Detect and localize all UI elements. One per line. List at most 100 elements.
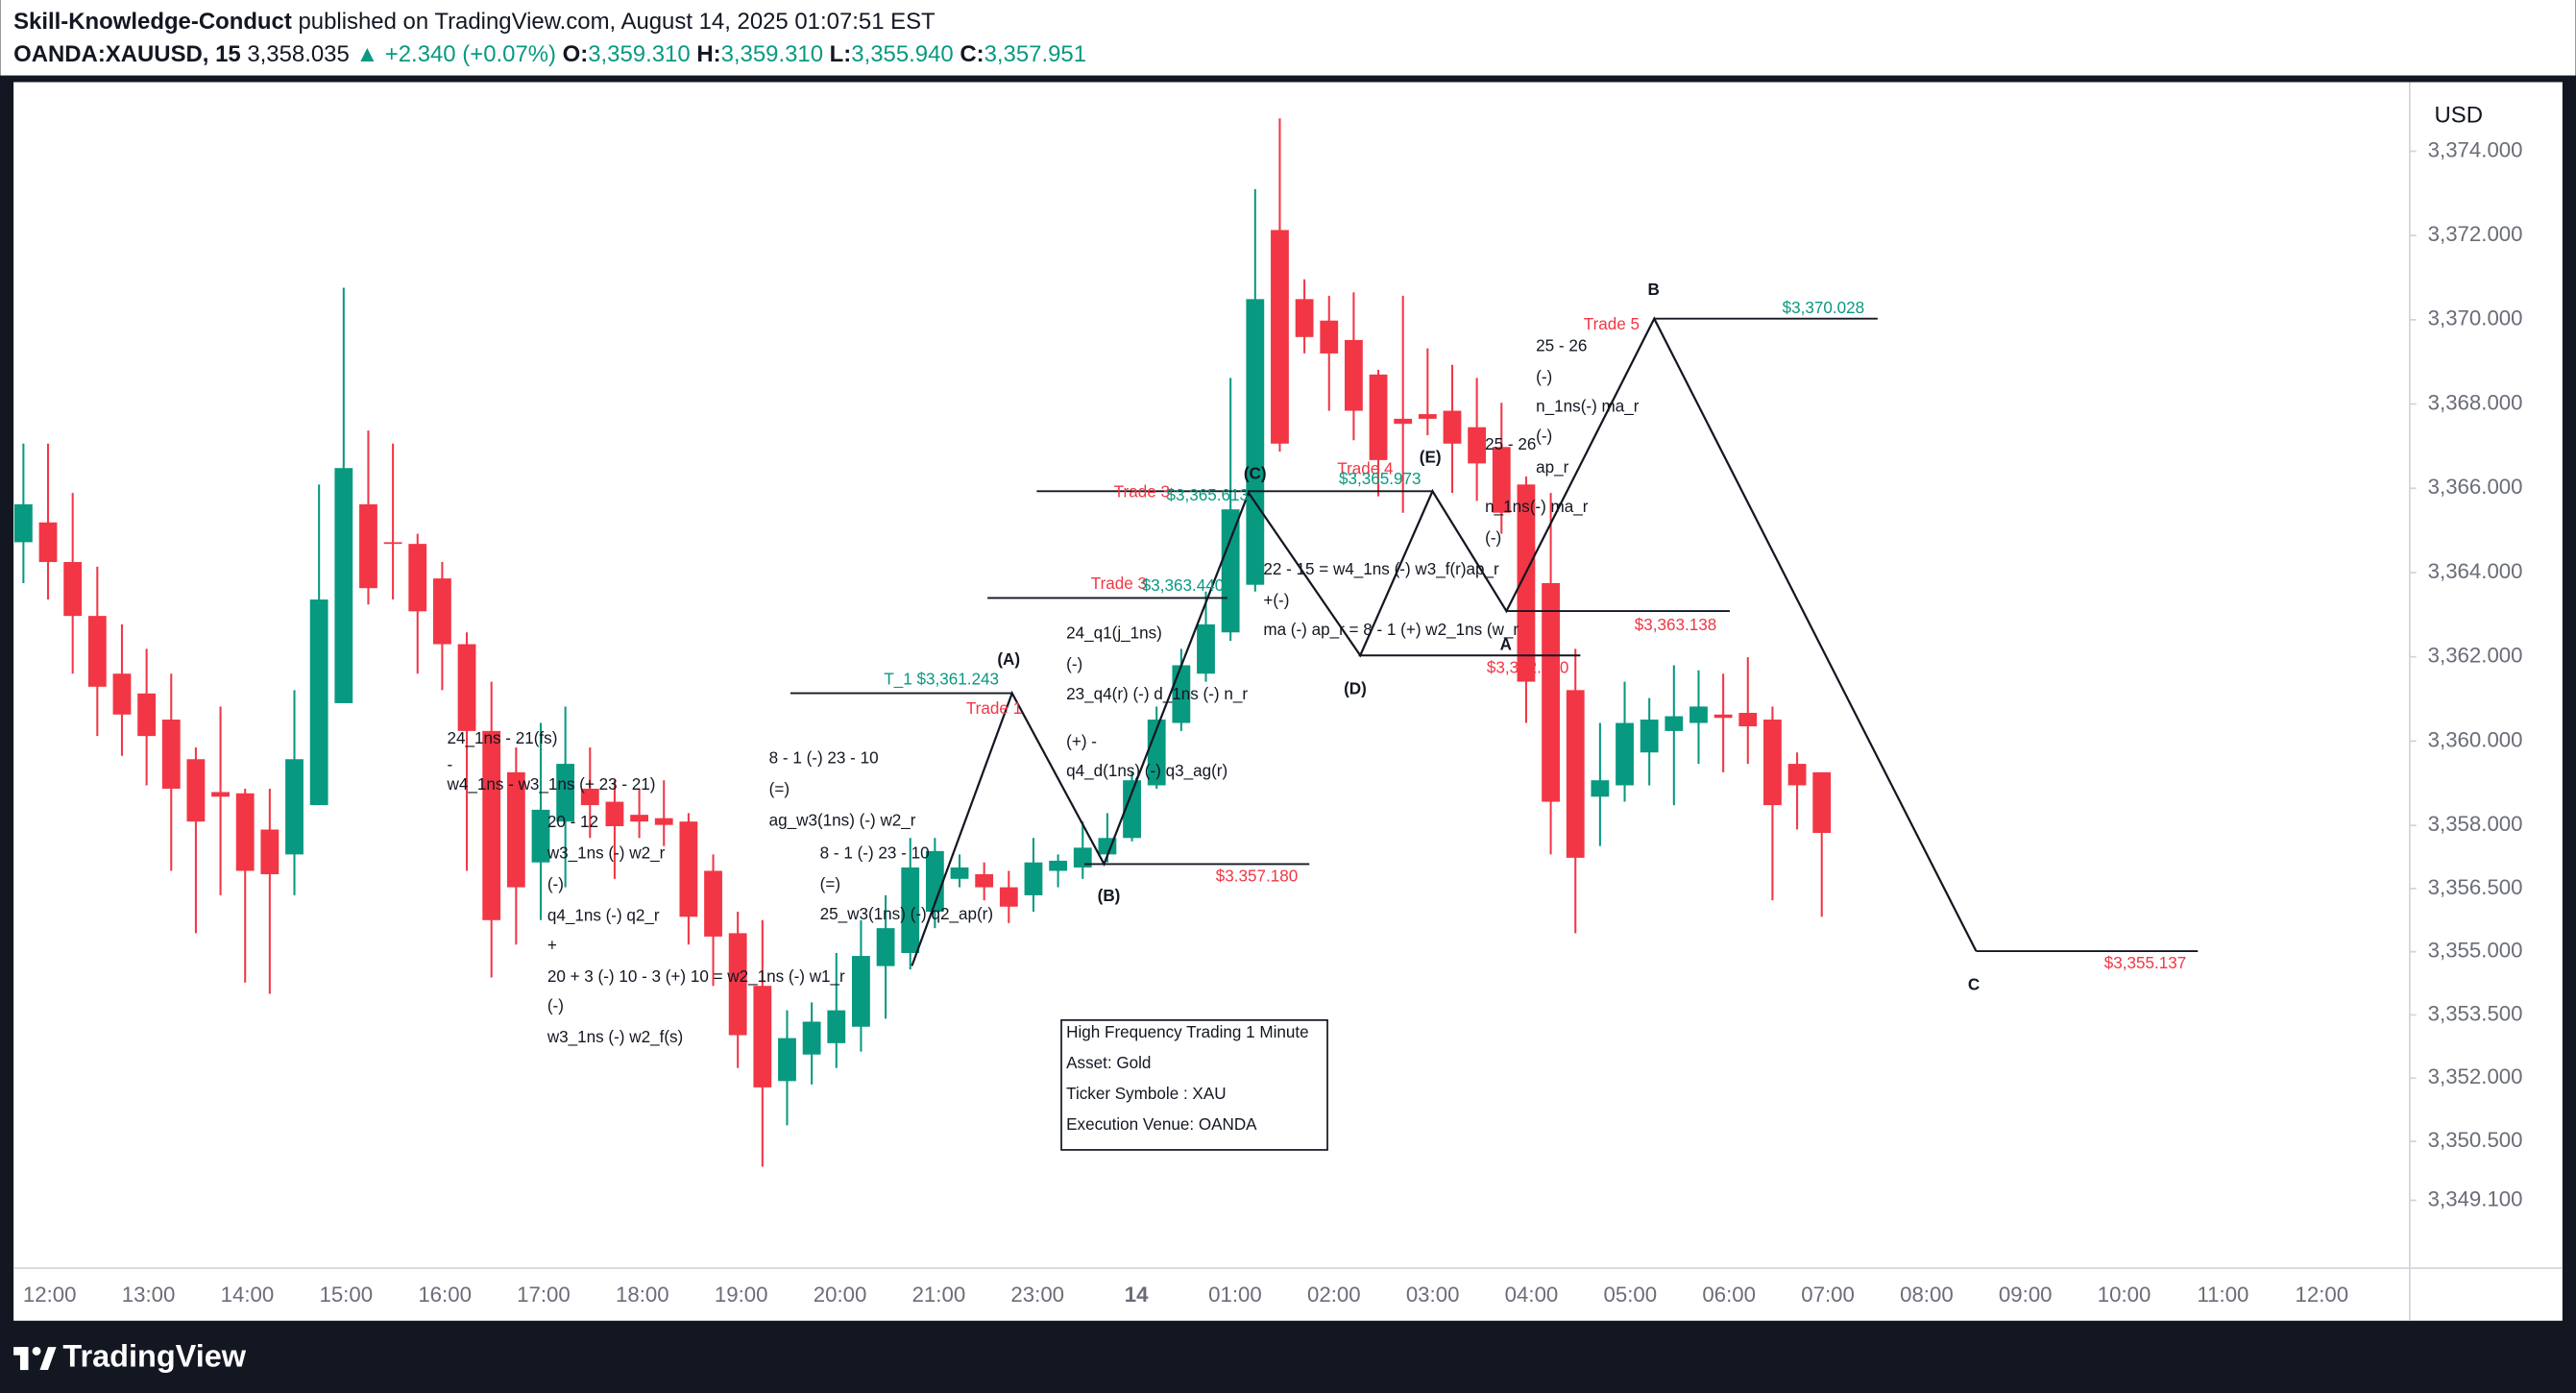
x-tick-label: 14: [1125, 1283, 1149, 1307]
candle-body: [1024, 862, 1043, 895]
annotation: 24_q1(j_1ns): [1066, 624, 1162, 643]
annotation: 25_w3(1ns) (-) q2_ap(r): [820, 905, 993, 923]
annotation: $3,370.028: [1783, 299, 1864, 317]
candles: [13, 118, 1832, 1167]
candle-body: [1763, 720, 1782, 806]
x-tick-label: 21:00: [912, 1283, 966, 1307]
y-tick-label: 3,364.000: [2428, 559, 2523, 583]
candle-body: [605, 801, 624, 826]
annotation: $3,365.613: [1166, 486, 1248, 504]
candle-body: [876, 928, 895, 966]
annotation: w3_1ns (-) w2_f(s): [547, 1028, 683, 1046]
x-tick-label: 04:00: [1505, 1283, 1559, 1307]
annotation: $3,363.440: [1142, 576, 1224, 595]
x-tick-label: 19:00: [715, 1283, 768, 1307]
annotation: q4_d(1ns) (-) q3_ag(r): [1066, 762, 1227, 780]
candle-body: [1246, 299, 1265, 585]
candle-body: [161, 720, 181, 789]
annotation: q4_1ns (-) q2_r: [547, 907, 660, 925]
symbol[interactable]: OANDA:XAUUSD, 15: [13, 41, 241, 67]
logo-shape: [32, 1346, 41, 1356]
candle-body: [925, 850, 944, 913]
annotation: 20 + 3 (-) 10 - 3 (+) 10 = w2_1ns (-) w1…: [547, 967, 845, 986]
candle-body: [432, 578, 451, 645]
candle-body: [1665, 716, 1684, 731]
candle-body: [1320, 320, 1339, 354]
annotation: (E): [1420, 449, 1442, 467]
candle-body: [1566, 690, 1585, 858]
candle-body: [580, 788, 599, 806]
annotation: n_1ns(-) ma_r: [1485, 498, 1589, 516]
info-line: Execution Venue: OANDA: [1066, 1115, 1257, 1134]
annotation: (B): [1098, 887, 1121, 905]
candle-body: [1812, 771, 1832, 834]
x-tick-label: 07:00: [1801, 1283, 1855, 1307]
candle-body: [1468, 427, 1487, 464]
candle-body: [383, 542, 402, 545]
x-tick-label: 11:00: [2197, 1283, 2248, 1307]
logo-shape: [19, 1347, 29, 1371]
annotation: 25 - 26: [1536, 336, 1587, 354]
candle-body: [1147, 720, 1166, 786]
x-tick-label: 09:00: [1999, 1283, 2053, 1307]
annotation: (-): [1066, 655, 1082, 673]
y-tick-label: 3,355.000: [2428, 939, 2523, 963]
candle-body: [1640, 720, 1659, 753]
x-tick-label: 01:00: [1208, 1283, 1262, 1307]
annotation: 8 - 1 (-) 23 - 10: [820, 844, 930, 863]
info-box: High Frequency Trading 1 Minute Asset: Go…: [1060, 1018, 1328, 1151]
y-tick-label: 3,374.000: [2428, 137, 2523, 161]
candle-body: [482, 730, 501, 920]
candle-body: [531, 809, 550, 863]
y-tick-label: 3,349.100: [2428, 1186, 2523, 1210]
info-line: Asset: Gold: [1066, 1054, 1151, 1072]
candle-body: [1073, 847, 1092, 868]
x-tick-label: 03:00: [1406, 1283, 1460, 1307]
annotation: A: [1500, 636, 1512, 654]
annotation: +(-): [1263, 591, 1289, 609]
annotation: 24_1ns - 21(fs): [448, 729, 558, 747]
candle-body: [654, 818, 673, 825]
candle-body: [852, 956, 870, 1027]
annotation: $3,362.040: [1487, 658, 1568, 676]
annotation: Trade 1: [966, 699, 1022, 718]
author[interactable]: Skill-Knowledge-Conduct: [13, 9, 292, 35]
candle-body: [506, 771, 525, 888]
annotation: (=): [820, 875, 840, 893]
candle-body: [1344, 339, 1363, 411]
y-tick-label: 3,360.000: [2428, 727, 2523, 751]
last-price: 3,358.035: [247, 41, 349, 67]
y-tick-label: 3,368.000: [2428, 390, 2523, 414]
candle-body: [556, 764, 575, 822]
change: ▲ +2.340 (+0.07%): [355, 41, 556, 67]
header-line-2: OANDA:XAUUSD, 15 3,358.035 ▲ +2.340 (+0.…: [13, 41, 1086, 67]
candle-body: [63, 562, 83, 617]
x-tick-label: 23:00: [1010, 1283, 1064, 1307]
l-value: 3,355.940: [851, 41, 953, 67]
candle-body: [1492, 447, 1511, 513]
x-tick-label: 15:00: [319, 1283, 373, 1307]
candle-body: [285, 759, 304, 855]
annotation: w3_1ns (-) w2_r: [547, 844, 666, 863]
annotation: (+) -: [1066, 732, 1097, 750]
annotation: 22 - 15 = w4_1ns (-) w3_f(r)ap_r: [1263, 560, 1499, 578]
info-line: Ticker Symbole : XAU: [1066, 1085, 1226, 1103]
y-tick-label: 3,352.000: [2428, 1064, 2523, 1088]
annotation: ma (-) ap_r = 8 - 1 (+) w2_1ns (w_r: [1263, 621, 1519, 639]
x-tick-label: 16:00: [418, 1283, 472, 1307]
c-label: C:: [960, 41, 984, 67]
annotation: (=): [769, 780, 790, 798]
candle-body: [87, 616, 107, 687]
x-tick-label: 18:00: [616, 1283, 669, 1307]
candle-body: [309, 599, 328, 806]
brand[interactable]: TradingView: [62, 1339, 246, 1374]
annotation: $3,365.973: [1339, 470, 1421, 488]
candle-body: [235, 793, 255, 871]
o-value: 3,359.310: [588, 41, 690, 67]
currency[interactable]: USD: [2435, 103, 2484, 129]
annotation: (-): [1536, 368, 1552, 386]
brand-logo: TradingView: [13, 1339, 247, 1374]
l-label: L:: [830, 41, 852, 67]
